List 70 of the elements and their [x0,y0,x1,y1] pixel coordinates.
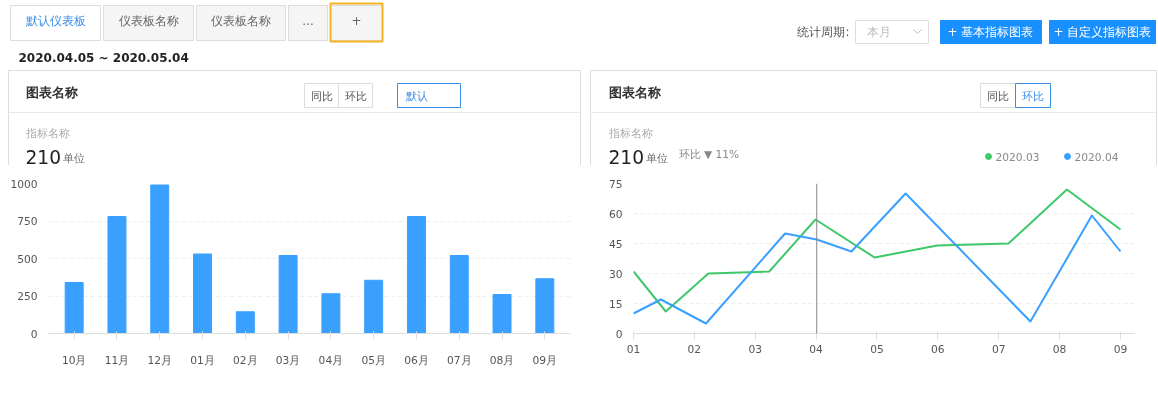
text: 仪表板名称 [118,13,179,28]
x-tick-label: 04 [809,342,824,356]
text: ... [302,14,314,28]
bar [64,282,84,334]
x-tick-label: 03月 [275,353,301,367]
bar [449,255,469,334]
bar [107,216,127,334]
text: 环比 [344,90,367,103]
x-tick-label: 11月 [104,353,130,367]
text: 本月 [866,24,891,39]
text: 单位 [645,152,668,165]
y-tick-label: 0 [30,327,38,341]
x-tick-label: 05 [870,342,884,356]
text: 210 [608,146,645,168]
x-tick-label: 10月 [61,353,87,367]
y-tick-label: 75 [608,177,623,191]
text: 210 [25,146,62,168]
bar [150,184,170,334]
x-tick-label: 08 [1052,342,1067,356]
x-tick-label: 08月 [489,353,515,367]
y-tick-label: 45 [608,237,623,251]
text: 统计周期: [797,24,850,39]
text: 指标名称 [607,127,653,140]
legend-label: 2020.04 [1074,150,1119,164]
text: 同比 [310,90,333,103]
x-tick-label: 07 [991,342,1006,356]
x-tick-label: 05月 [361,353,386,367]
bar [535,278,555,334]
x-tick-label: 01月 [190,353,215,367]
x-tick-label: 07月 [446,353,472,367]
bar [364,279,384,334]
bar [235,311,255,334]
text: 指标名称 [24,127,70,140]
text: 环比 [1021,90,1044,103]
chart-title: 图表名称 [25,85,79,100]
x-tick-label: 02月 [233,353,258,367]
x-tick-label: 01 [626,342,641,356]
text: 同比 [986,90,1009,103]
x-tick-label: 12月 [147,353,173,367]
bar [278,255,298,334]
text: 仪表板名称 [211,13,271,28]
text: 单位 [62,152,85,165]
legend-label: 2020.03 [995,150,1040,164]
bar [406,216,426,334]
y-tick-label: 750 [17,215,38,228]
x-tick-label: 06 [931,342,945,356]
text: 默认 [404,90,428,103]
x-tick-label: 04月 [318,353,344,367]
bar [492,294,512,334]
text: + 基本指标图表 [947,24,1034,39]
text: + [351,14,362,28]
bar [321,293,341,334]
x-tick-label: 09 [1113,342,1128,356]
chart-title: 图表名称 [608,85,662,100]
text: + 自定义指标图表 [1053,24,1152,39]
y-tick-label: 60 [608,207,623,221]
x-tick-label: 06月 [404,353,429,367]
text: 默认仪表板 [24,13,86,28]
x-tick-label: 09月 [532,353,558,367]
y-tick-label: 250 [17,290,38,303]
y-tick-label: 30 [608,267,623,281]
x-tick-label: 02 [687,342,702,356]
y-tick-label: 500 [17,252,38,266]
x-tick-label: 03 [748,342,763,356]
bar [193,253,213,334]
y-tick-label: 0 [615,327,623,341]
text: 2020.04.05 ~ 2020.05.04 [18,50,189,65]
y-tick-label: 1000 [10,177,38,191]
y-tick-label: 15 [608,297,623,311]
text: 环比 ▼ 11% [678,148,740,161]
